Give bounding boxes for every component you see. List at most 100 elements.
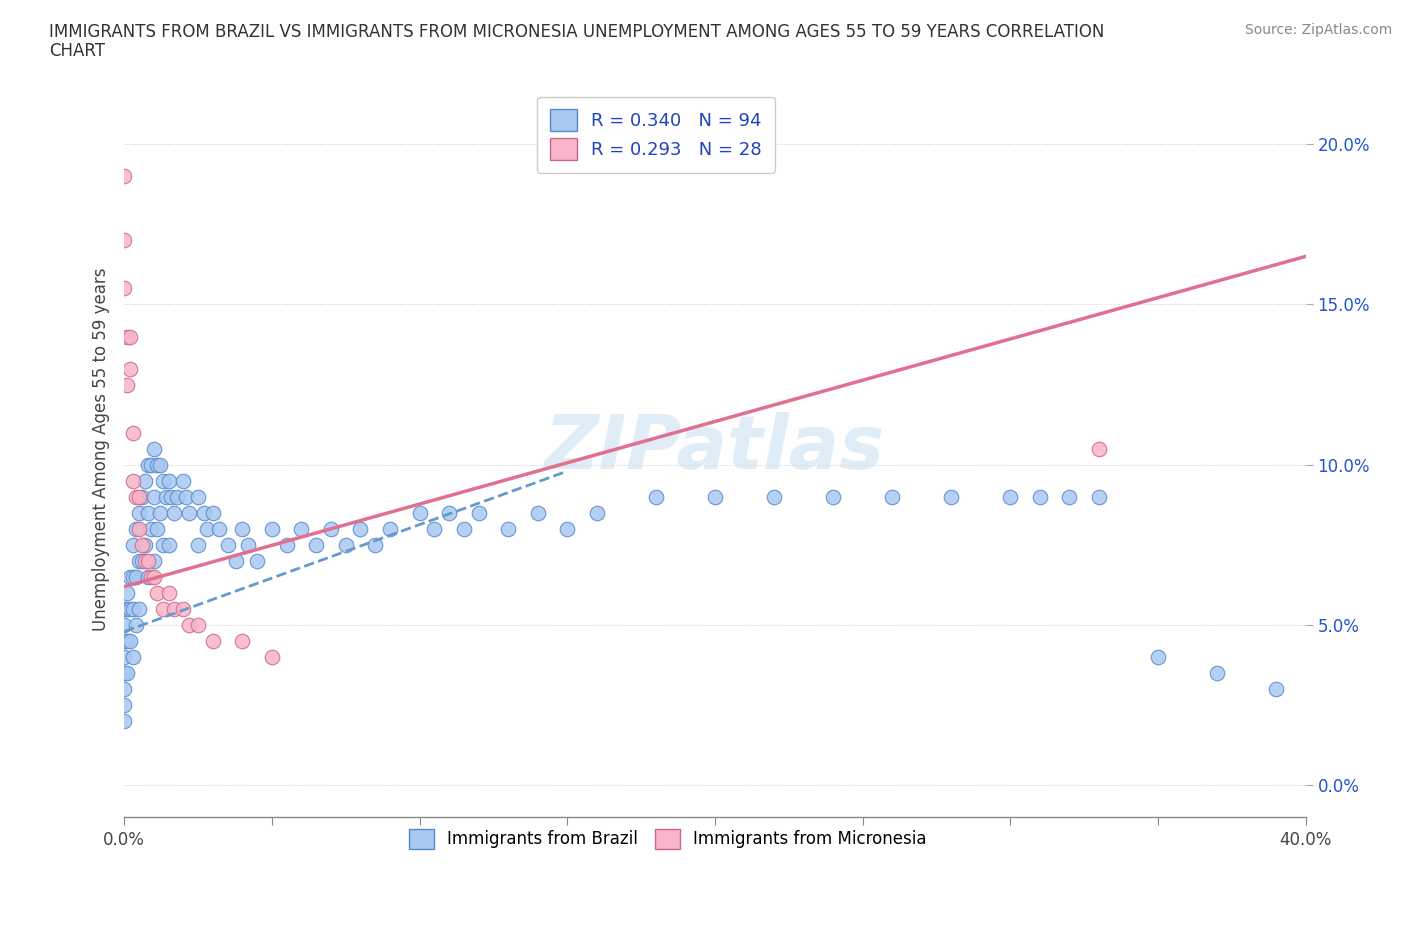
Point <box>120 361 142 376</box>
Point <box>115 329 138 344</box>
Point <box>142 442 165 457</box>
Point <box>174 489 197 504</box>
Point <box>467 505 489 520</box>
Point <box>585 505 607 520</box>
Point <box>364 538 387 552</box>
Point <box>125 618 148 632</box>
Point <box>122 650 145 665</box>
Point <box>1029 489 1052 504</box>
Point <box>112 232 135 247</box>
Point <box>112 714 135 729</box>
Point <box>115 666 138 681</box>
Point <box>112 650 135 665</box>
Point <box>128 489 150 504</box>
Point <box>238 538 260 552</box>
Point <box>128 522 150 537</box>
Point <box>408 505 430 520</box>
Point <box>112 633 135 648</box>
Point <box>149 458 172 472</box>
Point <box>131 538 153 552</box>
Point <box>163 602 186 617</box>
Point <box>762 489 785 504</box>
Text: Source: ZipAtlas.com: Source: ZipAtlas.com <box>1244 23 1392 37</box>
Point <box>179 505 201 520</box>
Point <box>112 602 135 617</box>
Point <box>157 538 180 552</box>
Point <box>231 633 253 648</box>
Point <box>120 569 142 584</box>
Point <box>125 489 148 504</box>
Point <box>128 505 150 520</box>
Point <box>179 618 201 632</box>
Point <box>142 569 165 584</box>
Point <box>260 522 283 537</box>
Point <box>1088 489 1111 504</box>
Point <box>157 473 180 488</box>
Point <box>496 522 519 537</box>
Point <box>120 633 142 648</box>
Point <box>201 505 224 520</box>
Point <box>378 522 401 537</box>
Point <box>145 522 167 537</box>
Point <box>335 538 357 552</box>
Point <box>152 602 174 617</box>
Point <box>193 505 215 520</box>
Text: IMMIGRANTS FROM BRAZIL VS IMMIGRANTS FROM MICRONESIA UNEMPLOYMENT AMONG AGES 55 : IMMIGRANTS FROM BRAZIL VS IMMIGRANTS FRO… <box>49 23 1105 41</box>
Point <box>134 553 156 568</box>
Point <box>160 489 183 504</box>
Point <box>115 602 138 617</box>
Point <box>172 602 194 617</box>
Point <box>134 473 156 488</box>
Point <box>122 538 145 552</box>
Point <box>703 489 725 504</box>
Point <box>131 489 153 504</box>
Point <box>112 169 135 184</box>
Point <box>276 538 298 552</box>
Point <box>139 458 162 472</box>
Point <box>305 538 328 552</box>
Point <box>131 553 153 568</box>
Point <box>128 602 150 617</box>
Point <box>112 618 135 632</box>
Text: CHART: CHART <box>49 42 105 60</box>
Point <box>187 489 209 504</box>
Point <box>115 633 138 648</box>
Point <box>139 569 162 584</box>
Point <box>453 522 475 537</box>
Point <box>208 522 231 537</box>
Point <box>115 378 138 392</box>
Point <box>152 473 174 488</box>
Point <box>1059 489 1081 504</box>
Point <box>195 522 218 537</box>
Point <box>155 489 177 504</box>
Point <box>112 666 135 681</box>
Point <box>187 618 209 632</box>
Point <box>142 489 165 504</box>
Point <box>201 633 224 648</box>
Point <box>231 522 253 537</box>
Point <box>260 650 283 665</box>
Point <box>145 586 167 601</box>
Point <box>136 505 159 520</box>
Point <box>1147 650 1170 665</box>
Point <box>145 458 167 472</box>
Point <box>134 538 156 552</box>
Point <box>882 489 904 504</box>
Point <box>120 602 142 617</box>
Point <box>125 569 148 584</box>
Point <box>217 538 239 552</box>
Point <box>526 505 548 520</box>
Point <box>112 281 135 296</box>
Point <box>128 553 150 568</box>
Point <box>136 569 159 584</box>
Point <box>152 538 174 552</box>
Point <box>136 553 159 568</box>
Point <box>290 522 312 537</box>
Point <box>225 553 247 568</box>
Point <box>122 602 145 617</box>
Point <box>149 505 172 520</box>
Point <box>319 522 342 537</box>
Point <box>139 522 162 537</box>
Point <box>1000 489 1022 504</box>
Point <box>437 505 460 520</box>
